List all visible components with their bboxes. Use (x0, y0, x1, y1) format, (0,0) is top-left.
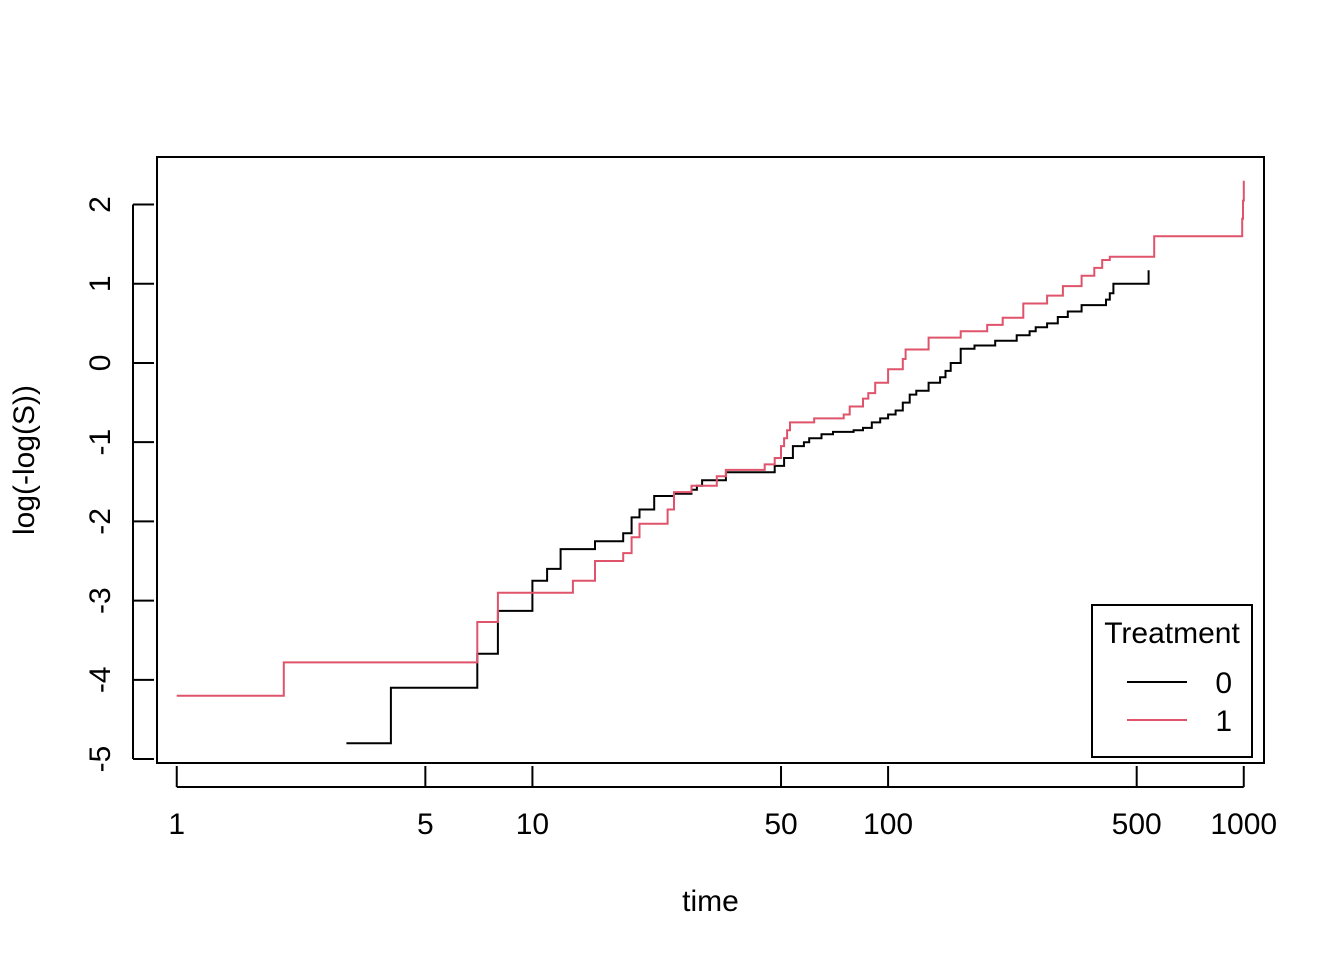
legend-label-1: 1 (1215, 705, 1232, 738)
legend: Treatment 0 1 (1091, 604, 1253, 758)
x-axis-title: time (682, 885, 739, 918)
y-tick-label: 2 (84, 196, 117, 213)
y-tick-label: 0 (84, 355, 117, 372)
y-tick-label: -2 (84, 508, 117, 535)
y-tick-label: -3 (84, 587, 117, 614)
x-tick-label: 100 (863, 808, 913, 841)
x-tick-label: 50 (764, 808, 797, 841)
y-axis: -5 -4 -3 -2 -1 0 1 2 (84, 196, 154, 772)
plot-area-frame (156, 156, 1265, 764)
x-tick-label: 5 (417, 808, 434, 841)
x-tick-label: 1 (168, 808, 185, 841)
series-0-line (346, 270, 1150, 745)
y-tick-label: -1 (84, 429, 117, 456)
y-tick-label: 1 (84, 275, 117, 292)
series-layer (176, 180, 1245, 745)
x-axis: 1 5 10 50 100 500 1000 (168, 766, 1277, 841)
y-tick-label: -4 (84, 666, 117, 693)
x-tick-label: 1000 (1210, 808, 1277, 841)
y-axis-title: log(-log(S)) (8, 385, 41, 535)
legend-title: Treatment (1104, 617, 1240, 650)
x-tick-label: 500 (1112, 808, 1162, 841)
x-tick-label: 10 (516, 808, 549, 841)
y-tick-label: -5 (84, 746, 117, 773)
legend-label-0: 0 (1215, 667, 1232, 700)
series-1-line (176, 180, 1245, 697)
